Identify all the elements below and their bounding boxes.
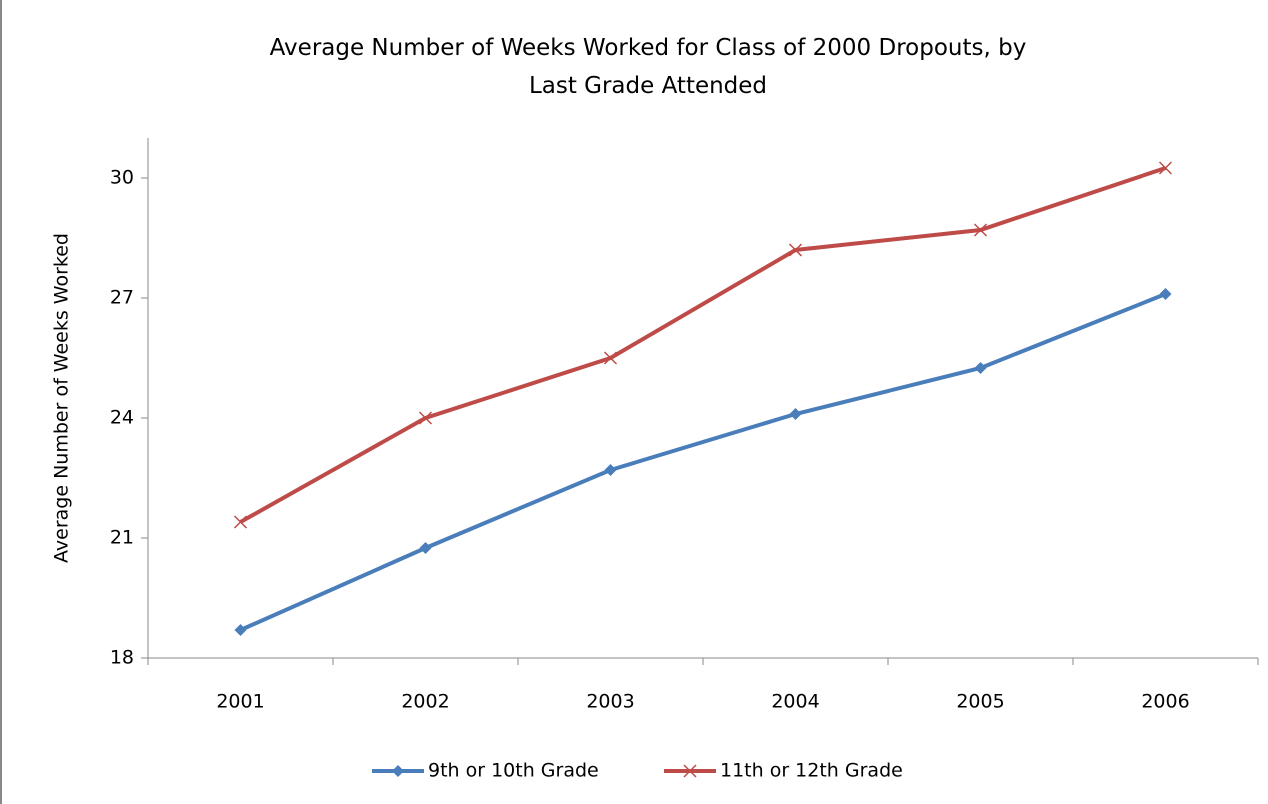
- point: [1159, 288, 1172, 300]
- x-tick-label: 2006: [1141, 691, 1189, 713]
- point: [418, 411, 433, 425]
- point: [683, 764, 697, 778]
- y-tick-label: 30: [110, 167, 134, 189]
- point: [419, 542, 432, 554]
- y-tick-label: 18: [110, 647, 134, 669]
- point: [392, 765, 404, 777]
- point: [973, 223, 988, 237]
- x-tick-label: 2002: [401, 691, 449, 713]
- y-axis-label: Average Number of Weeks Worked: [51, 233, 73, 563]
- chart-title: Average Number of Weeks Worked for Class…: [270, 35, 1027, 99]
- point: [789, 408, 802, 420]
- point: [974, 362, 987, 374]
- legend-label: 9th or 10th Grade: [428, 760, 599, 782]
- x-tick-label: 2005: [956, 691, 1004, 713]
- x-tick-label: 2003: [586, 691, 634, 713]
- y-tick-label: 24: [110, 407, 134, 429]
- series-line: [239, 166, 1167, 524]
- legend-label: 11th or 12th Grade: [720, 760, 903, 782]
- point: [788, 243, 803, 257]
- point: [604, 464, 617, 476]
- y-tick-label: 27: [110, 287, 134, 309]
- y-tick-label: 21: [110, 527, 134, 549]
- x-tick-label: 2001: [216, 691, 264, 713]
- point: [233, 515, 248, 529]
- series-line: [239, 292, 1167, 632]
- point: [603, 351, 618, 365]
- point: [1158, 161, 1173, 175]
- point: [234, 624, 247, 636]
- x-tick-label: 2004: [771, 691, 819, 713]
